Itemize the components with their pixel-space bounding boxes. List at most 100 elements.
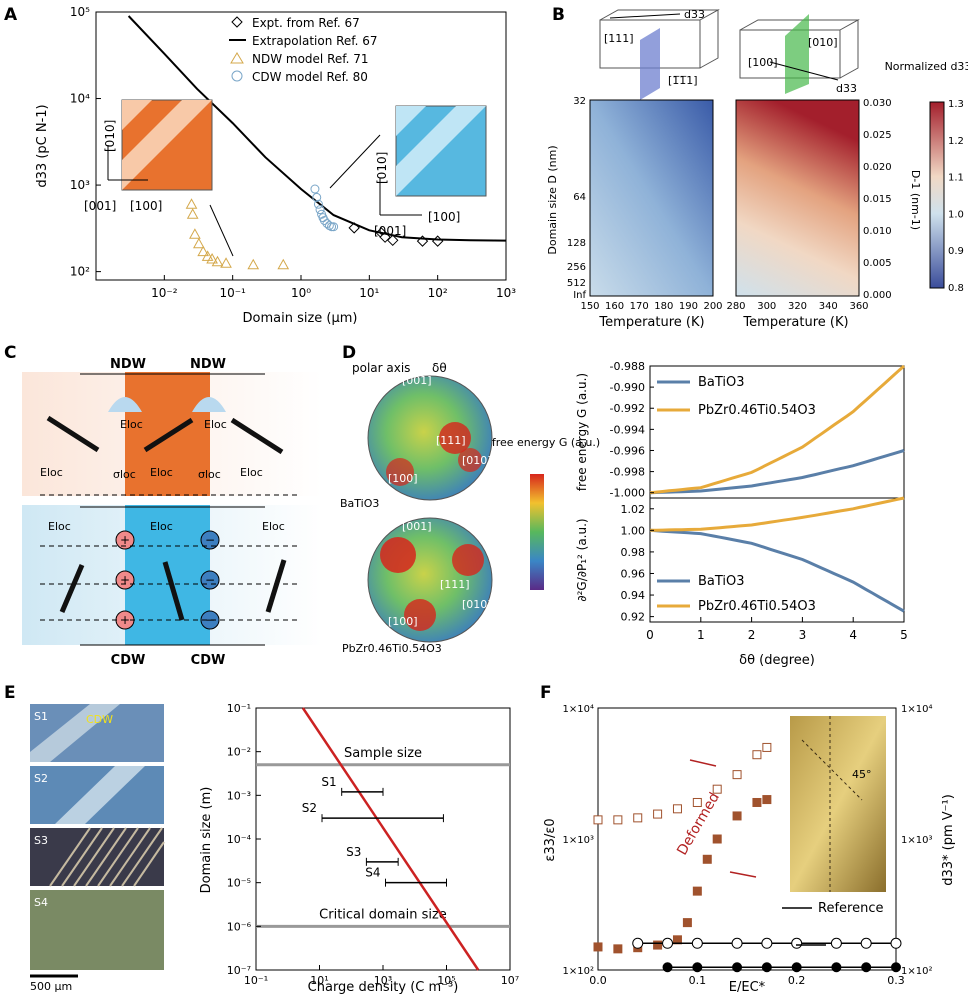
sphere1-hotspot	[386, 458, 414, 486]
panel-d-top-ylabel: free energy G (a.u.)	[575, 373, 589, 491]
legend-diamond-icon	[231, 16, 243, 28]
b-right-xtick-label: 340	[819, 301, 838, 312]
d-bottom-ytick-label: 1.00	[621, 524, 646, 537]
panel-f-ticks: 0.0 0.1 0.2 0.3 1×10⁴ 1×10⁴ 1×10³ 1×10³ 1×10² 1×1…	[563, 704, 933, 987]
f-xtick-label: 0.2	[788, 974, 806, 987]
inset-cdw-label-100: [100]	[428, 210, 460, 224]
panel-e-xlabel: Charge density (C m⁻³)	[308, 980, 459, 995]
a-xtick-label: 10¹	[359, 286, 379, 300]
reference-annotation: Reference	[818, 901, 883, 916]
reference--point	[791, 937, 803, 949]
sphere1-label-001: [001]	[402, 374, 432, 387]
d-top-ytick-label: -0.994	[610, 423, 645, 436]
e-ytick-label: 10⁻⁷	[227, 964, 251, 977]
inset-ndw-label-100: [100]	[130, 199, 162, 213]
panel-a-legend: Expt. from Ref. 67 Extrapolation Ref. 67…	[229, 16, 378, 84]
ndw-point	[277, 258, 290, 270]
d-bottom-batio3-line	[649, 528, 905, 613]
panel-b-right-ylabel: D-1 (nm-1)	[909, 170, 922, 230]
sphere1-label-010: [010]	[462, 454, 492, 467]
b-right-ytick-label: 0.015	[863, 194, 892, 205]
ndw-sigma-1: σloc	[113, 468, 136, 481]
panel-f-frame	[597, 707, 897, 971]
d-top-ytick-label: -1.000	[610, 487, 645, 500]
panel-label-b: B	[552, 5, 565, 25]
panel-label-c: C	[4, 343, 16, 363]
hline-label: Critical domain size	[319, 907, 447, 922]
panel-a-xlabel: Domain size (μm)	[243, 311, 358, 326]
e-xtick-label: 10⁻¹	[244, 974, 268, 987]
d-bottom-ytick-label: 0.98	[621, 546, 646, 559]
a-xtick-label: 10⁰	[291, 286, 311, 300]
sphere2-hotspot	[380, 537, 416, 573]
e-xtick-label: 10³	[374, 974, 392, 987]
deformed--point	[692, 797, 702, 807]
deformed-d33-point	[762, 795, 772, 805]
panel-d-bottom-ylabel: ∂²G/∂P₁² (a.u.)	[575, 518, 589, 601]
d-xtick-label: 0	[646, 628, 654, 642]
panel-b-left-xlabel: Temperature (K)	[598, 315, 704, 330]
b-left-ytick-label: 128	[567, 238, 586, 249]
a-ytick-label: 10⁴	[70, 92, 90, 106]
ndw-label-1: NDW	[110, 357, 146, 372]
ndw-arrow-3	[230, 417, 284, 455]
colorbar-ticks: 1.3 1.2 1.1 1.0 0.9 0.8	[948, 99, 964, 294]
heatmap-left	[589, 99, 714, 297]
inset-ndw-pointer	[209, 204, 234, 257]
crystal-plane-left	[640, 28, 660, 100]
inset-cdw-pointer	[329, 134, 381, 189]
crystal-left-label-a: [111]	[604, 32, 634, 45]
sphere2-label-001: [001]	[402, 520, 432, 533]
panel-f: 45° 0.0 0.1 0.2 0.3 1×10⁴ 1×10⁴ 1×10³ 1×10³ 1×10…	[543, 704, 956, 995]
legend-top-bt: BaTiO3	[698, 375, 745, 390]
panel-d-xlabel: δθ (degree)	[739, 653, 815, 668]
d-top-ytick-label: -0.990	[610, 381, 645, 394]
b-left-ytick-label: 256	[567, 262, 586, 273]
cdw-point	[324, 221, 334, 231]
ndw-point	[247, 258, 260, 270]
colorbar-tick-label: 1.0	[948, 209, 964, 220]
b-left-xtick-label: 150	[580, 301, 599, 312]
e-ytick-label: 10⁻⁵	[227, 877, 251, 890]
e-xtick-label: 10⁷	[501, 974, 519, 987]
b-left-xtick-label: 170	[630, 301, 649, 312]
expt-point	[387, 234, 399, 247]
crystal-left-label-b: [1̅1̅1]	[668, 74, 698, 87]
d-xtick-label: 5	[900, 628, 908, 642]
cdw-eloc-1: Eloc	[48, 520, 71, 533]
sphere1-label-111: [111]	[436, 434, 466, 447]
errorbar-label: S1	[321, 775, 336, 789]
s4-label: S4	[34, 896, 48, 909]
cdw-label-1: CDW	[111, 653, 146, 668]
ndw-eloc-1: Eloc	[120, 418, 143, 431]
sphere2-label-010: [010]	[462, 598, 492, 611]
d-top-ytick-label: -0.992	[610, 402, 645, 415]
f-y2tick-label: 1×10³	[901, 835, 932, 846]
panel-b-right-xlabel: Temperature (K)	[742, 315, 848, 330]
d-bottom-ytick-label: 0.96	[621, 567, 646, 580]
panel-f-y2label: d33* (pm V⁻¹)	[941, 794, 956, 886]
reference--point	[860, 937, 872, 949]
sample-photo-lines	[801, 716, 863, 892]
crystal-left-d33: d33	[684, 8, 705, 21]
deformed-d33-point	[613, 944, 623, 954]
cdw-point	[315, 205, 325, 215]
panel-b-left-ylabel: Domain size D (nm)	[546, 145, 559, 254]
minus-sign: −	[205, 613, 215, 627]
reference--point	[761, 937, 773, 949]
d-bottom-pbzr0-46ti0-54o3-line	[649, 496, 905, 532]
panel-a-inset-ndw: [010] [001] [100]	[84, 99, 213, 213]
deformed--point	[732, 770, 742, 780]
colorbar-tick-label: 1.1	[948, 173, 964, 184]
a-ytick-label: 10²	[70, 265, 90, 279]
sphere2-material: PbZr0.46Ti0.54O3	[342, 642, 442, 655]
crystal-arrow-right	[769, 61, 839, 81]
reference-d33-point	[761, 962, 772, 973]
polar-axis-label: polar axis	[352, 361, 410, 375]
sphere1-material: BaTiO3	[340, 497, 379, 510]
f-y2tick-label: 1×10⁴	[901, 704, 932, 715]
panel-d: polar axis δθ [001] [111] [010] [100] Ba…	[340, 360, 908, 668]
f-ytick-label: 1×10³	[563, 835, 594, 846]
